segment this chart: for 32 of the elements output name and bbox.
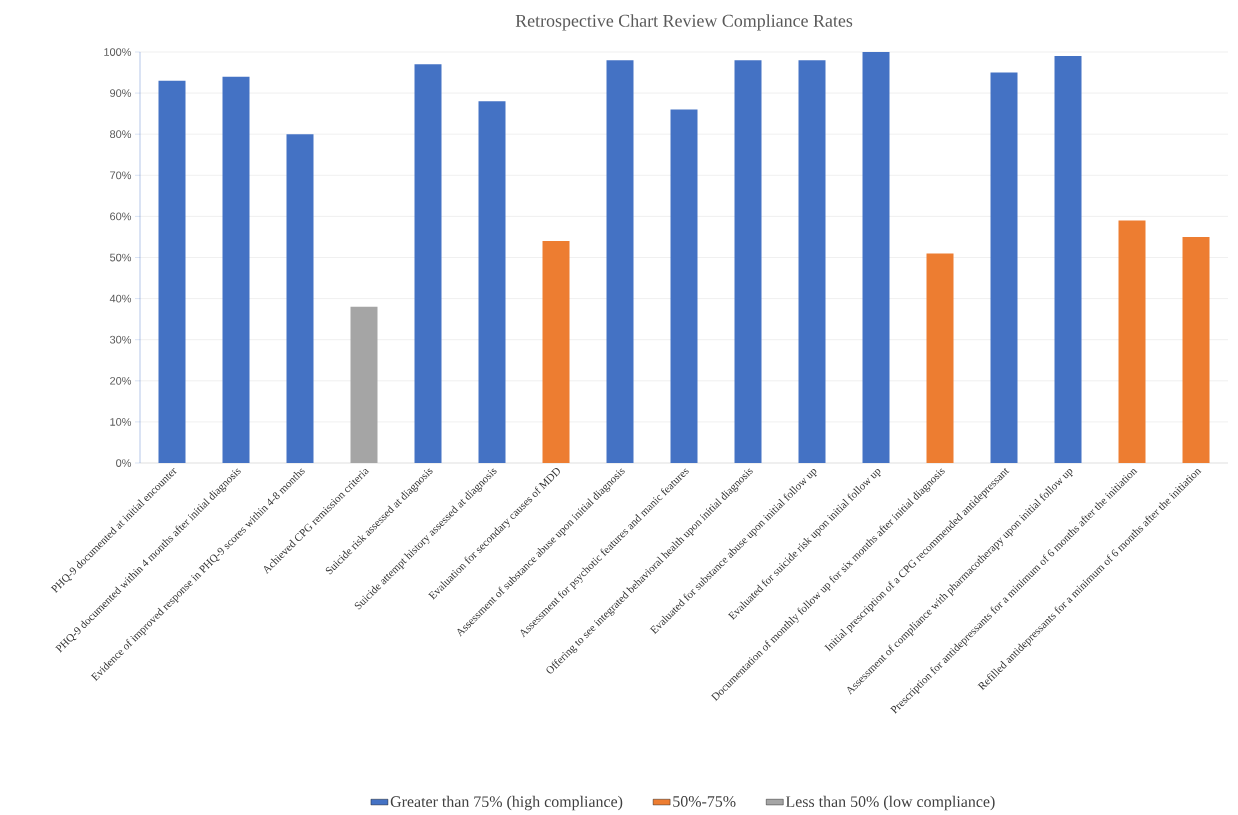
y-tick-label: 50% xyxy=(109,253,132,262)
bar xyxy=(606,60,634,463)
bar xyxy=(350,306,378,463)
bar xyxy=(414,64,442,463)
y-tick-label: 40% xyxy=(109,294,132,303)
legend-label: Greater than 75% (high compliance) xyxy=(390,795,623,811)
bar xyxy=(158,80,186,463)
legend-label: 50%-75% xyxy=(673,796,736,807)
bar xyxy=(478,101,506,463)
bar xyxy=(1118,220,1146,463)
y-tick-label: 90% xyxy=(110,89,132,97)
legend-label: Less than 50% (low compliance) xyxy=(785,795,995,811)
y-tick-label: 100% xyxy=(104,48,132,56)
bar xyxy=(1054,56,1082,463)
bar xyxy=(798,60,826,463)
bar xyxy=(990,72,1018,463)
bar xyxy=(1182,236,1210,463)
bar xyxy=(926,253,954,463)
bar xyxy=(670,109,698,463)
y-tick-label: 30% xyxy=(109,335,132,344)
bar xyxy=(734,60,762,463)
y-tick-label: 60% xyxy=(110,212,132,221)
y-tick-label: 10% xyxy=(110,418,132,426)
bar xyxy=(542,241,570,463)
bar xyxy=(222,76,250,463)
y-tick-label: 0% xyxy=(116,459,132,467)
bar xyxy=(286,134,314,463)
y-tick-label: 70% xyxy=(110,171,132,180)
y-tick-label: 80% xyxy=(110,130,132,139)
bar xyxy=(862,52,890,463)
chart-title: Retrospective Chart Review Compliance Rates xyxy=(515,14,853,31)
y-tick-label: 20% xyxy=(110,376,132,385)
